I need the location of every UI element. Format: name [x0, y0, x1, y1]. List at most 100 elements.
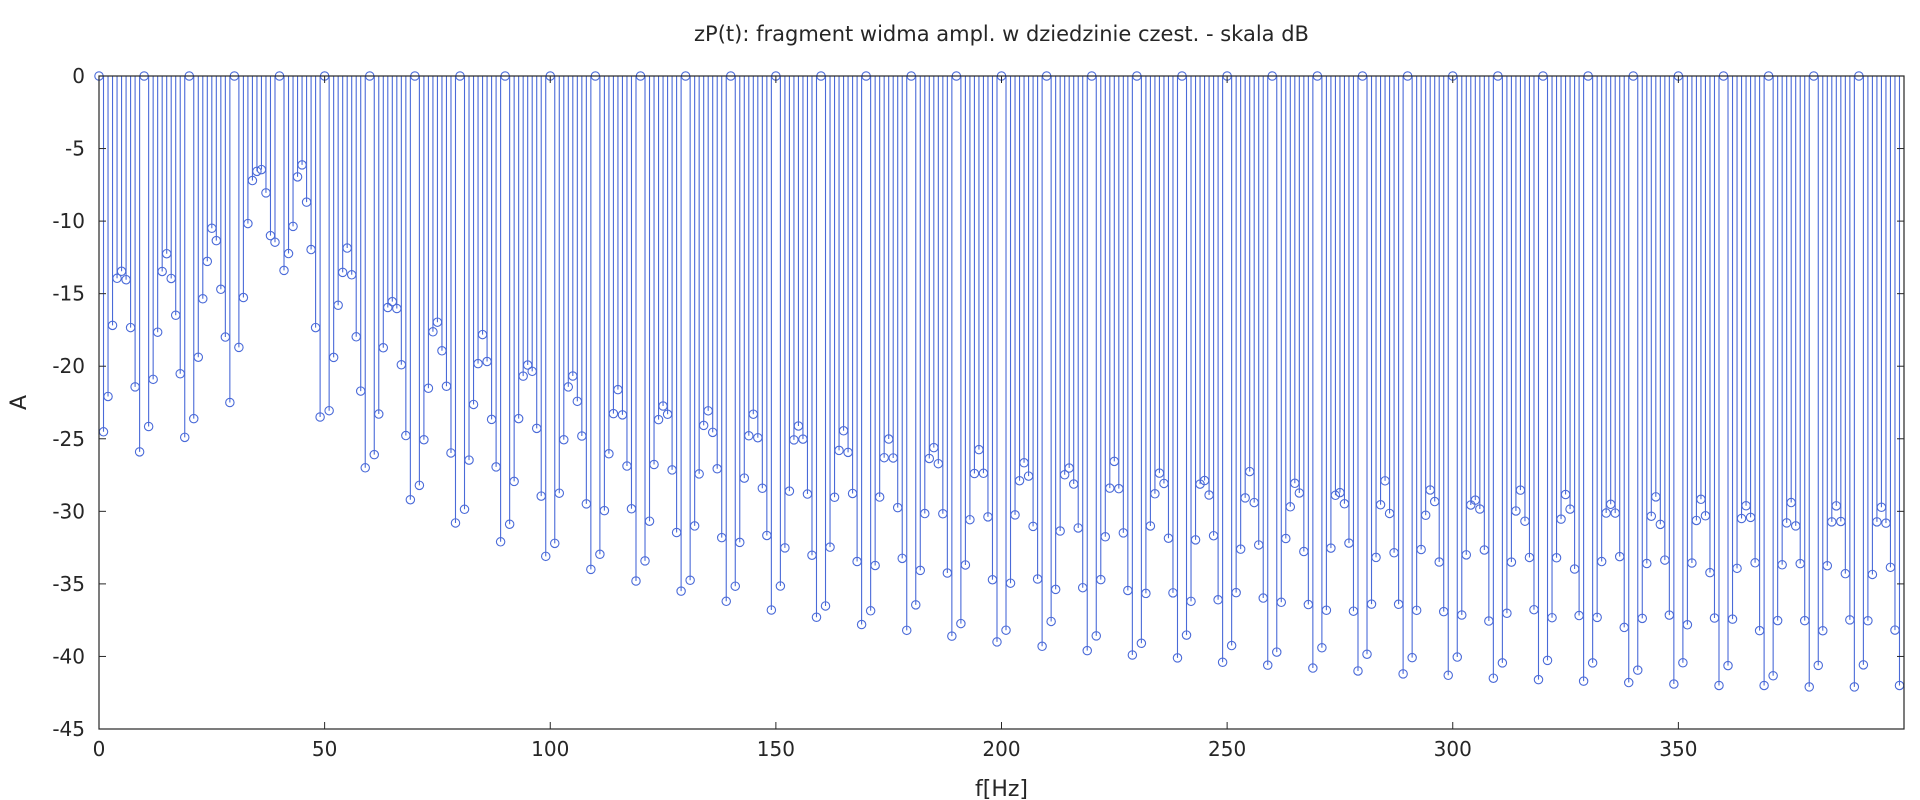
stem-marker	[1019, 458, 1029, 468]
stem-marker	[1781, 518, 1792, 528]
stem-marker	[482, 356, 492, 367]
stem-marker	[301, 197, 312, 207]
stem-marker	[148, 374, 158, 385]
stem-marker	[762, 530, 772, 541]
stem-marker	[292, 172, 303, 182]
stem-marker	[694, 469, 704, 479]
stem-marker	[685, 575, 695, 585]
stem-marker	[1736, 513, 1747, 524]
stem-marker	[1745, 512, 1756, 523]
stem-marker	[1741, 500, 1751, 511]
stem-marker	[1276, 597, 1287, 608]
stem-marker	[1091, 631, 1102, 641]
stem-marker	[540, 551, 551, 562]
stem-marker	[901, 625, 912, 636]
stem-marker	[392, 303, 402, 314]
stem-marker	[1136, 638, 1147, 649]
stem-marker	[1285, 502, 1296, 512]
stem-marker	[220, 332, 231, 342]
stem-marker	[888, 453, 898, 463]
stem-marker	[1258, 593, 1268, 603]
stem-marker	[1569, 564, 1580, 574]
stem-marker	[207, 223, 217, 234]
stem-marker	[689, 521, 700, 531]
stem-marker	[1249, 497, 1259, 508]
x-tick-label: 350	[1659, 737, 1697, 761]
stem-marker	[513, 413, 524, 424]
stem-marker	[865, 606, 876, 616]
stem-marker	[401, 430, 411, 441]
stem-marker	[1416, 544, 1426, 555]
stem-marker	[1547, 612, 1557, 623]
y-ticks: 0 -5 -10 -15 -20 -25 -30 -35 -40 -45	[52, 64, 1904, 741]
stem-marker	[604, 449, 614, 459]
stem-marker	[355, 386, 366, 396]
stem-marker	[1768, 670, 1778, 681]
stem-marker	[333, 300, 343, 310]
stem-marker	[261, 188, 271, 198]
stem-marker	[134, 447, 145, 457]
stem-marker	[870, 560, 880, 571]
stem-marker	[1461, 550, 1472, 560]
stem-marker	[1831, 501, 1842, 511]
stem-marker	[193, 352, 204, 362]
stem-marker	[811, 612, 822, 623]
stem-marker	[1560, 489, 1571, 500]
stem-marker	[143, 421, 154, 432]
stem-marker	[613, 384, 623, 395]
stem-marker	[531, 423, 542, 434]
stem-marker	[306, 244, 316, 255]
stem-marker	[707, 427, 718, 438]
stem-marker	[1001, 625, 1011, 635]
stem-marker	[1231, 587, 1241, 598]
stem-marker	[1863, 616, 1873, 626]
stem-marker	[238, 292, 249, 303]
stem-marker	[337, 267, 348, 278]
stem-marker	[202, 256, 213, 267]
stem-marker	[825, 542, 835, 552]
stem-marker	[1208, 530, 1219, 541]
stem-marker	[559, 434, 569, 445]
stem-marker	[1059, 469, 1070, 480]
stem-marker	[297, 160, 307, 170]
stem-marker	[1032, 574, 1043, 584]
stem-marker	[843, 447, 853, 458]
stem-marker	[658, 401, 668, 411]
stem-marker	[1186, 596, 1196, 607]
stem-marker	[125, 322, 136, 333]
stem-marker	[1506, 557, 1517, 567]
y-tick-label: -5	[65, 137, 85, 161]
stem-marker	[1434, 557, 1444, 567]
x-tick-label: 0	[93, 737, 106, 761]
stem-marker	[1294, 488, 1305, 498]
stem-marker	[1299, 546, 1309, 557]
stem-marker	[1818, 625, 1828, 636]
x-tick-label: 150	[757, 737, 795, 761]
stem-marker	[780, 543, 790, 553]
stem-marker	[595, 549, 605, 560]
stem-marker	[1077, 582, 1088, 593]
stem-marker	[644, 516, 655, 526]
stem-marker	[1213, 595, 1223, 605]
stem-marker	[1786, 497, 1796, 508]
stem-marker	[1457, 610, 1467, 620]
stem-marker	[116, 266, 127, 277]
stem-marker	[1497, 658, 1508, 668]
stem-marker	[1105, 483, 1115, 493]
stem-marker	[1556, 514, 1566, 524]
stem-marker	[504, 519, 515, 529]
stem-marker	[446, 448, 456, 458]
stem-marker	[1172, 653, 1183, 663]
stem-marker	[550, 538, 560, 549]
stem-marker	[1651, 492, 1661, 502]
stem-marker	[1772, 615, 1783, 626]
stem-marker	[1005, 578, 1016, 588]
stem-marker	[1881, 518, 1891, 528]
stem-marker	[577, 431, 587, 441]
stem-marker	[1290, 478, 1300, 489]
stem-marker	[1303, 599, 1314, 610]
stem-marker	[1438, 606, 1449, 617]
stem-marker	[1371, 552, 1381, 563]
stem-marker	[1799, 615, 1810, 626]
chart-title: zP(t): fragment widma ampl. w dziedzinie…	[694, 22, 1309, 46]
